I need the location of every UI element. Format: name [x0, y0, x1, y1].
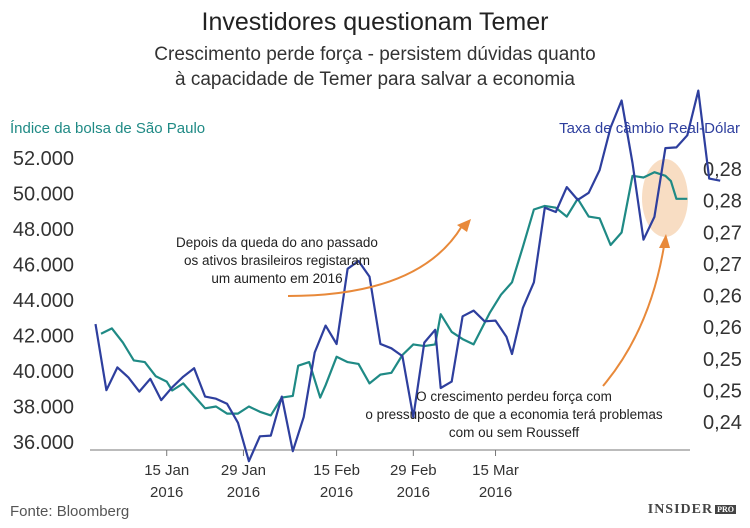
annotation-1-arrow — [287, 225, 463, 297]
left-tick-label: 48.000 — [13, 219, 74, 241]
x-tick-label: 29 Jan — [221, 462, 266, 479]
x-tick-label: 15 Mar — [472, 462, 519, 479]
right-tick-label: 0,26 — [703, 317, 742, 339]
fx-rate-line — [94, 89, 721, 463]
right-tick-label: 0,26 — [703, 286, 742, 308]
right-tick-label: 0,25 — [703, 380, 742, 402]
annotation-2-line: O crescimento perdeu força com — [416, 389, 612, 404]
annotation-1-line: Depois da queda do ano passado — [176, 235, 378, 250]
left-tick-label: 38.000 — [13, 397, 74, 419]
right-tick-label: 0,25 — [703, 349, 742, 371]
x-tick-label: 29 Feb — [390, 462, 437, 479]
right-tick-label: 0,27 — [703, 222, 742, 244]
x-tick-year: 2016 — [150, 484, 183, 501]
ibovespa-line — [100, 171, 688, 417]
left-tick-label: 40.000 — [13, 361, 74, 383]
x-tick-label: 15 Feb — [313, 462, 360, 479]
source-note: Fonte: Bloomberg — [10, 503, 130, 520]
annotation-2-arrow — [602, 245, 665, 387]
right-tick-label: 0,27 — [703, 254, 742, 276]
annotation-2-arrowhead — [659, 234, 670, 248]
left-tick-label: 50.000 — [13, 184, 74, 206]
x-tick-year: 2016 — [479, 484, 512, 501]
annotation-1-line: um aumento em 2016 — [211, 271, 342, 286]
annotation-2-line: o pressuposto de que a economia terá pro… — [365, 407, 662, 422]
annotation-1-arrowhead — [457, 219, 471, 232]
left-tick-label: 46.000 — [13, 255, 74, 277]
brand-tag: PRO — [715, 505, 736, 514]
left-tick-label: 42.000 — [13, 326, 74, 348]
x-tick-year: 2016 — [320, 484, 353, 501]
annotation-1-line: os ativos brasileiros registaram — [184, 253, 370, 268]
right-tick-label: 0,24 — [703, 412, 742, 434]
brand-name: INSIDER — [647, 502, 714, 517]
chart-subtitle: Crescimento perde força - persistem dúvi… — [154, 44, 596, 90]
left-tick-label: 44.000 — [13, 290, 74, 312]
left-tick-label: 36.000 — [13, 432, 74, 454]
right-tick-label: 0,28 — [703, 159, 742, 181]
brand-logo: INSIDER PRO — [648, 502, 736, 518]
annotation-2-line: com ou sem Rousseff — [449, 425, 580, 440]
x-tick-label: 15 Jan — [144, 462, 189, 479]
right-tick-label: 0,28 — [703, 191, 742, 213]
left-axis-title: Índice da bolsa de São Paulo — [10, 120, 206, 137]
left-tick-label: 52.000 — [13, 148, 74, 170]
chart-title: Investidores questionam Temer — [201, 8, 549, 36]
x-tick-year: 2016 — [397, 484, 430, 501]
right-axis-title: Taxa de câmbio Real-Dólar — [559, 120, 740, 137]
x-tick-year: 2016 — [227, 484, 260, 501]
